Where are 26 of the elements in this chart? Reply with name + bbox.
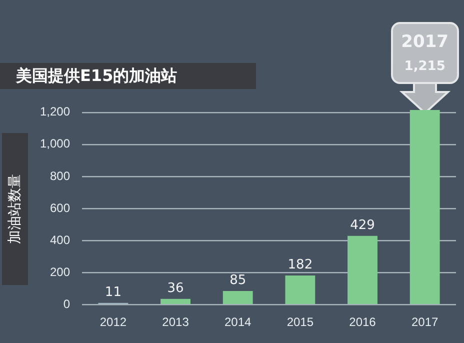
y-tick-label: 800 (50, 168, 70, 183)
x-tick-label: 2015 (286, 315, 314, 330)
bar (160, 298, 190, 304)
data-label: 182 (288, 257, 313, 272)
data-label: 36 (167, 280, 184, 296)
data-label: 85 (230, 272, 246, 288)
bar (348, 236, 378, 304)
text: 2017 (401, 32, 448, 52)
y-tick-label: 200 (50, 264, 70, 279)
y-tick-label: 1,000 (40, 136, 70, 151)
x-tick-label: 2014 (224, 315, 252, 330)
x-tick-label: 2017 (411, 315, 439, 330)
y-tick-label: 400 (50, 232, 70, 247)
data-label: 11 (104, 284, 122, 300)
x-tick-label: 2016 (349, 315, 376, 330)
y-tick-label: 600 (50, 200, 70, 215)
x-tick-label: 2013 (162, 315, 190, 330)
bar (222, 290, 253, 304)
chart-title: 美国提供E15的加油站 (0, 63, 256, 89)
y-axis-title: 加油站数量 (6, 174, 24, 244)
data-label: 1,215 (404, 59, 446, 74)
data-label: 429 (350, 218, 375, 233)
x-tick-label: 2012 (100, 315, 127, 330)
y-tick-label: 1,200 (40, 104, 70, 119)
y-tick-label: 0 (63, 296, 70, 311)
bar (285, 275, 316, 304)
